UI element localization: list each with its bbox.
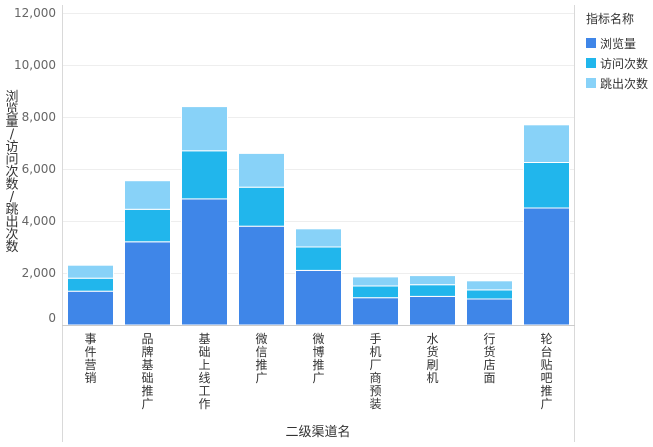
x-tick-label: 品牌基础推广 [141, 332, 153, 411]
legend-label-visits: 访问次数 [600, 56, 649, 71]
x-tick-label: 行货店面 [483, 332, 495, 385]
bar-segment[interactable] [409, 295, 456, 326]
legend-item-pageviews[interactable]: 浏览量 [586, 33, 650, 53]
y-tick-label: 0 [48, 311, 56, 325]
bar-segment[interactable] [124, 241, 171, 326]
bar-segment[interactable] [124, 208, 171, 243]
legend-swatch-bounces [586, 78, 596, 88]
bar-segment[interactable] [409, 284, 456, 297]
x-axis-tick-labels: 事件营销 品牌基础推广 基础上线工作 微信推广 微博推广 手机厂商预装 水货刷机 行货店面 轮台… [84, 332, 552, 411]
y-tick-label: 6,000 [22, 162, 56, 176]
legend-label-bounces: 跳出次数 [600, 76, 649, 91]
x-tick-label: 事件营销 [84, 332, 96, 385]
legend-label-pageviews: 浏览量 [600, 36, 637, 51]
legend-item-bounces[interactable]: 跳出次数 [586, 73, 650, 93]
bar-segment[interactable] [352, 276, 399, 287]
x-tick-label: 手机厂商预装 [369, 332, 381, 411]
bar-segment[interactable] [238, 186, 285, 227]
bar-segment[interactable] [124, 180, 171, 210]
legend: 指标名称 浏览量 访问次数 跳出次数 [586, 10, 650, 93]
legend-swatch-pageviews [586, 38, 596, 48]
x-tick-label: 水货刷机 [426, 332, 438, 385]
x-tick-label: 微信推广 [255, 332, 267, 385]
bar-segment[interactable] [181, 198, 228, 326]
bar-segment[interactable] [295, 269, 342, 326]
bars [67, 106, 570, 326]
y-axis-title: 浏览量/访问次数/跳出次数 [5, 89, 18, 255]
x-tick-label: 轮台贴吧推广 [540, 332, 552, 411]
bar-segment[interactable] [466, 298, 513, 326]
bar-segment[interactable] [523, 207, 570, 326]
bar-segment[interactable] [67, 264, 114, 279]
y-axis-tick-labels: 0 2,000 4,000 6,000 8,000 10,000 12,000 [14, 6, 56, 325]
bar-segment[interactable] [181, 106, 228, 152]
bar-segment[interactable] [181, 150, 228, 200]
x-tick-label: 微博推广 [312, 332, 324, 385]
y-tick-label: 2,000 [22, 266, 56, 280]
bar-segment[interactable] [238, 225, 285, 326]
bar-segment[interactable] [238, 152, 285, 188]
bar-segment[interactable] [466, 289, 513, 300]
bar-segment[interactable] [409, 275, 456, 286]
bar-segment[interactable] [466, 280, 513, 291]
y-tick-label: 10,000 [14, 58, 56, 72]
y-tick-label: 8,000 [22, 110, 56, 124]
legend-item-visits[interactable]: 访问次数 [586, 53, 650, 73]
bar-segment[interactable] [352, 297, 399, 326]
x-axis-title: 二级渠道名 [285, 424, 350, 440]
bar-segment[interactable] [352, 285, 399, 299]
bar-segment[interactable] [523, 162, 570, 209]
x-tick-label: 基础上线工作 [198, 332, 210, 411]
bar-segment[interactable] [295, 228, 342, 248]
bar-segment[interactable] [67, 290, 114, 326]
bar-segment[interactable] [523, 124, 570, 164]
bar-segment[interactable] [67, 277, 114, 292]
y-tick-label: 4,000 [22, 214, 56, 228]
bar-segment[interactable] [295, 246, 342, 271]
legend-swatch-visits [586, 58, 596, 68]
legend-title: 指标名称 [586, 12, 635, 26]
y-tick-label: 12,000 [14, 6, 56, 20]
